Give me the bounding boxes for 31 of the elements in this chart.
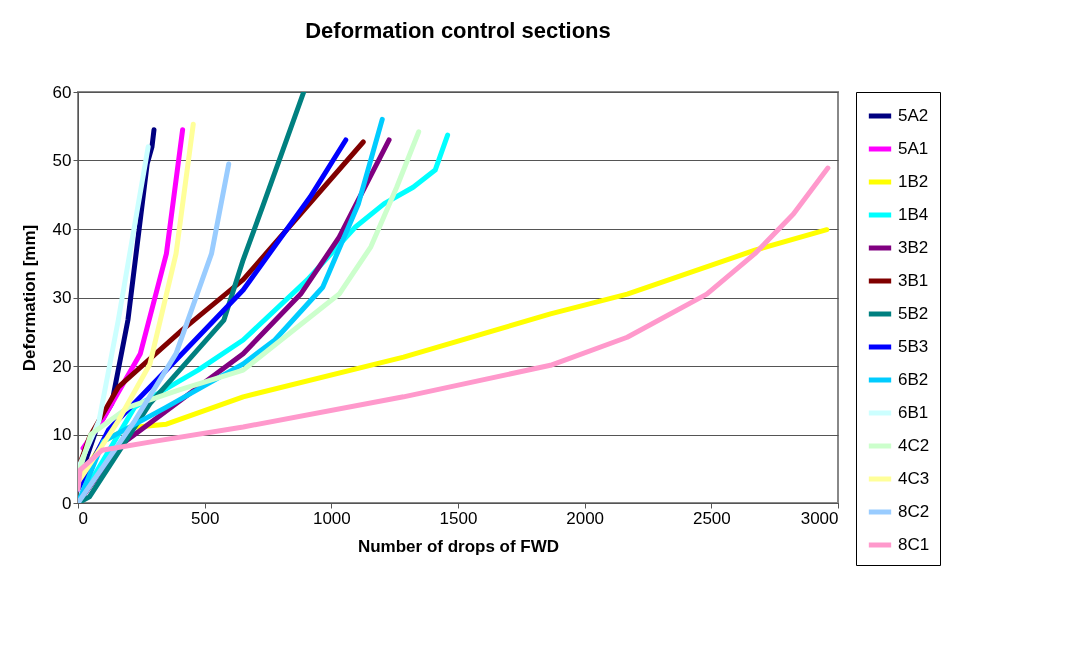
y-tick-label: 40 xyxy=(52,219,72,239)
x-axis-title: Number of drops of FWD xyxy=(357,536,560,556)
x-tick-label: 3000 xyxy=(800,508,839,528)
chart-title: Deformation control sections xyxy=(305,18,611,43)
y-axis-title: Deformation [mm] xyxy=(19,224,39,372)
legend-label: 1B4 xyxy=(898,205,929,224)
legend-label: 3B2 xyxy=(898,238,929,257)
legend-label: 1B2 xyxy=(898,172,929,191)
legend-label: 5B2 xyxy=(898,304,929,323)
y-tick-label: 30 xyxy=(52,288,72,307)
y-tick-label: 50 xyxy=(52,151,72,170)
legend-label: 4C3 xyxy=(898,469,930,488)
legend-label: 5B3 xyxy=(898,337,929,356)
legend-label: 5A1 xyxy=(898,139,929,158)
x-tick-label: 0 xyxy=(78,508,88,528)
legend-label: 6B1 xyxy=(898,403,929,422)
legend-label: 6B2 xyxy=(898,370,929,389)
x-tick-label: 500 xyxy=(190,508,220,528)
legend-label: 4C2 xyxy=(898,436,930,455)
x-tick-label: 1500 xyxy=(439,508,478,528)
y-tick-label: 0 xyxy=(62,493,72,513)
y-tick-label: 10 xyxy=(52,425,72,444)
y-tick-label: 60 xyxy=(52,82,72,102)
legend-label: 8C2 xyxy=(898,502,930,521)
x-tick-label: 1000 xyxy=(312,508,351,528)
legend-label: 3B1 xyxy=(898,271,929,290)
legend-label: 8C1 xyxy=(898,535,930,554)
legend-label: 5A2 xyxy=(898,106,929,125)
x-tick-label: 2500 xyxy=(692,508,731,528)
x-tick-label: 2000 xyxy=(566,508,605,528)
y-tick-label: 20 xyxy=(52,356,72,376)
